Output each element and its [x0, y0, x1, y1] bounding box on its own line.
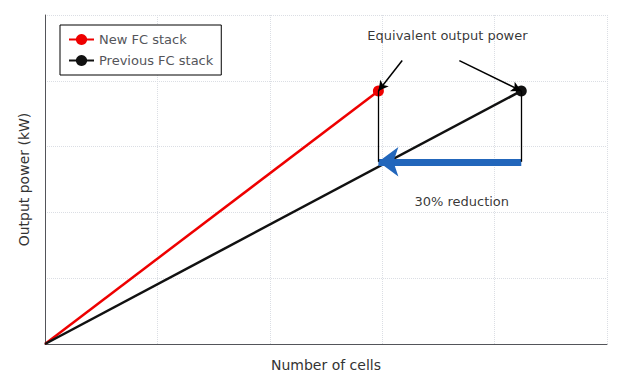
svg-text:Previous FC stack: Previous FC stack: [99, 53, 214, 68]
svg-text:Output power (kW): Output power (kW): [16, 113, 32, 247]
svg-text:30% reduction: 30% reduction: [414, 194, 509, 209]
svg-text:New FC stack: New FC stack: [99, 32, 187, 47]
svg-text:Number of cells: Number of cells: [271, 357, 381, 373]
svg-text:Equivalent output power: Equivalent output power: [367, 28, 528, 43]
